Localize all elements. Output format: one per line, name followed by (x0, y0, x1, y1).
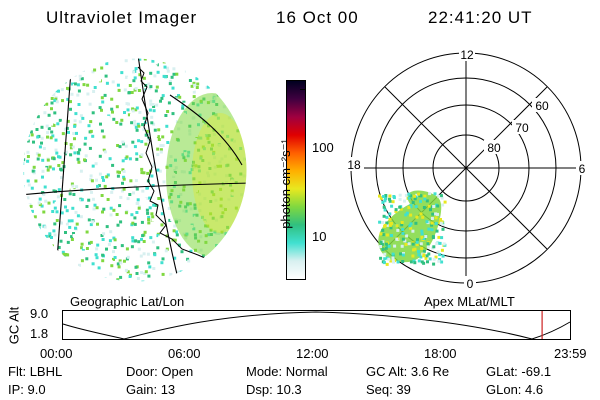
status-seq: Seq: 39 (366, 382, 411, 397)
colorbar (286, 80, 306, 280)
status-glon: GLon: 4.6 (486, 382, 544, 397)
geographic-image-panel (22, 57, 248, 283)
auroral-emission-region (166, 93, 247, 257)
mlat-label-60: 60 (535, 99, 549, 113)
status-glat: GLat: -69.1 (486, 364, 552, 379)
mlt-label-12: 12 (460, 48, 474, 62)
longitude-line (54, 58, 73, 282)
altitude-plot-frame (62, 310, 571, 340)
latitude-line (169, 94, 243, 166)
polar-emission-region (378, 190, 447, 266)
status-filter: Flt: LBHL (8, 364, 63, 379)
altitude-xtick-1800: 18:00 (424, 346, 457, 361)
latitude-line (23, 182, 247, 196)
altitude-ylabel: GC Alt (6, 306, 22, 345)
altitude-ytick-9: 9.0 (30, 306, 49, 321)
colorbar-tick-10: 10 (312, 229, 327, 244)
apex-caption: Apex MLat/MLT (424, 294, 515, 309)
app-title: Ultraviolet Imager (46, 8, 198, 27)
altitude-xtick-2359: 23:59 (554, 346, 587, 361)
status-ip: IP: 9.0 (8, 382, 46, 397)
altitude-ytick-1.8: 1.8 (30, 326, 49, 341)
altitude-curve (62, 311, 571, 340)
status-gc-alt: GC Alt: 3.6 Re (366, 364, 450, 379)
time-label: 22:41:20 UT (428, 8, 533, 27)
geographic-caption: Geographic Lat/Lon (70, 294, 185, 309)
mlat-label-70: 70 (515, 121, 529, 135)
date-label: 16 Oct 00 (276, 8, 359, 27)
mlt-label-18: 18 (347, 158, 361, 172)
polar-plot: 12 6 0 18 60 70 80 (342, 47, 588, 291)
colorbar-unit-label: photon cm⁻²s⁻¹ (278, 139, 293, 229)
mlat-label-80: 80 (487, 141, 501, 155)
altitude-xtick-0000: 00:00 (40, 346, 73, 361)
altitude-xtick-1200: 12:00 (296, 346, 329, 361)
status-mode: Mode: Normal (246, 364, 328, 379)
altitude-plot (62, 310, 571, 340)
status-door: Door: Open (126, 364, 194, 379)
altitude-xtick-0600: 06:00 (168, 346, 201, 361)
colorbar-tick-100: 100 (312, 140, 334, 155)
mlt-label-0: 0 (467, 277, 474, 291)
mlt-label-6: 6 (579, 162, 586, 176)
status-dsp: Dsp: 10.3 (246, 382, 302, 397)
auroral-emission-core (192, 113, 247, 233)
status-gain: Gain: 13 (126, 382, 176, 397)
coastline (137, 66, 227, 270)
